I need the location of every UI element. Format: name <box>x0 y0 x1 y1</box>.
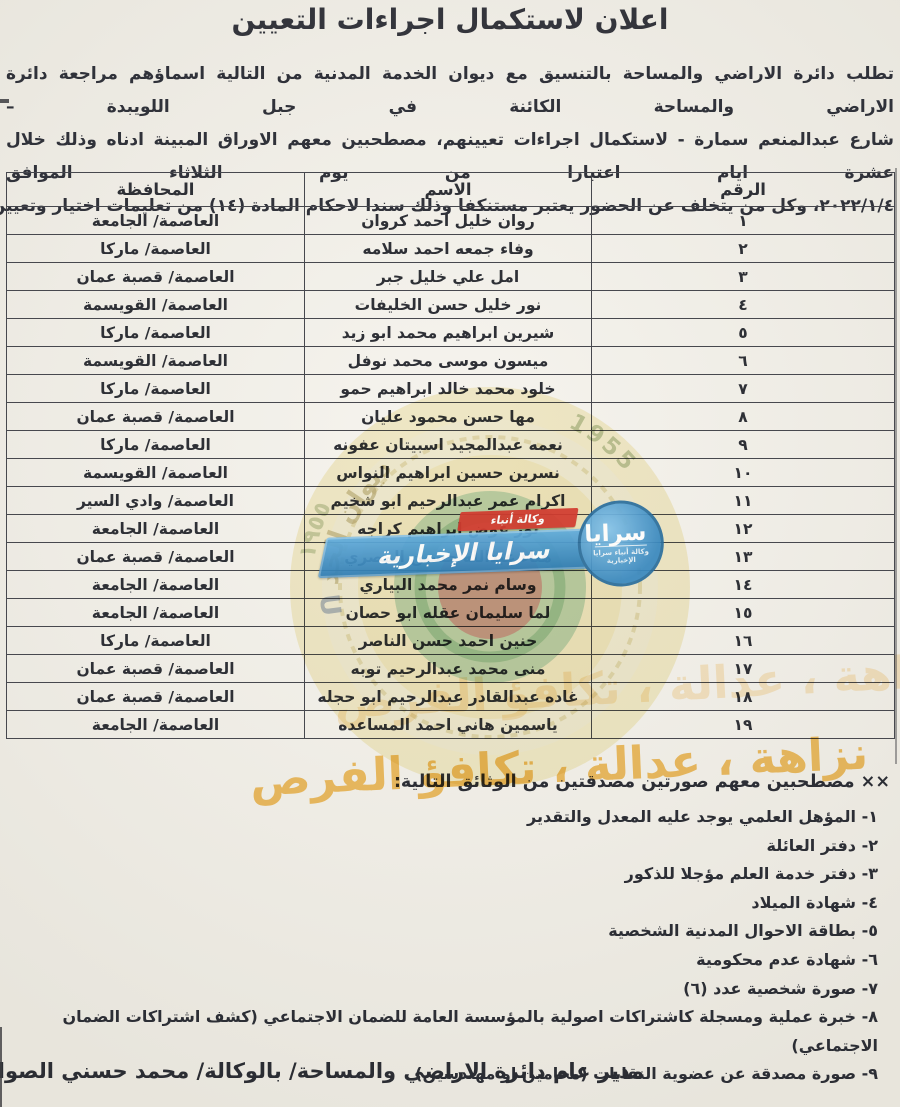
row-number: ١٧ <box>591 654 895 683</box>
header-governorate: المحافظة <box>6 172 305 207</box>
row-name: اكرام عمر عبدالرحيم ابو شخيم <box>304 486 592 515</box>
table-row: ٣ امل علي خليل جبر العاصمة/ قصبة عمان <box>6 262 895 291</box>
table-row: ١٢ نور عوض ابراهيم كراجه العاصمة/ الجامع… <box>6 514 895 543</box>
row-name: غاده عبدالقادر عبدالرحيم ابو حجله <box>304 682 592 711</box>
document-item: ٧- صورة شخصية عدد (٦) <box>683 978 878 998</box>
row-governorate: العاصمة/ ماركا <box>6 318 305 347</box>
table-row: ١٨ غاده عبدالقادر عبدالرحيم ابو حجله الع… <box>6 682 895 711</box>
row-name: منى محمد عبدالرحيم توبه <box>304 654 592 683</box>
row-number: ٧ <box>591 374 895 403</box>
row-number: ١ <box>591 206 895 235</box>
row-number: ٨ <box>591 402 895 431</box>
table-row: ٤ نور خليل حسن الخليفات العاصمة/ القويسم… <box>6 290 895 319</box>
row-name: حنين احمد حسن الناصر <box>304 626 592 655</box>
row-number: ٢ <box>591 234 895 263</box>
documents-list: ١- المؤهل العلمي يوجد عليه المعدل والتقد… <box>8 803 878 1089</box>
row-number: ١٤ <box>591 570 895 599</box>
row-name: امل علي خليل جبر <box>304 262 592 291</box>
row-number: ٤ <box>591 290 895 319</box>
row-governorate: العاصمة/ قصبة عمان <box>6 262 305 291</box>
row-governorate: العاصمة/ الجامعة <box>6 514 305 543</box>
document-item: ٩- صورة مصدقة عن عضوية النقابات (محامين … <box>415 1064 878 1084</box>
table-row: ١٦ حنين احمد حسن الناصر العاصمة/ ماركا <box>6 626 895 655</box>
table-row: ١٤ وسام نمر محمد البياري العاصمة/ الجامع… <box>6 570 895 599</box>
table-body: ١ روان خليل احمد كروان العاصمة/ الجامعة … <box>6 206 895 739</box>
document-item: ٣- دفتر خدمة العلم مؤجلا للذكور <box>624 864 878 884</box>
row-governorate: العاصمة/ ماركا <box>6 374 305 403</box>
table-row: ٧ خلود محمد خالد ابراهيم حمو العاصمة/ ما… <box>6 374 895 403</box>
row-governorate: العاصمة/ ماركا <box>6 626 305 655</box>
table-row: ٨ مها حسن محمود عليان العاصمة/ قصبة عمان <box>6 402 895 431</box>
table-row: ١ روان خليل احمد كروان العاصمة/ الجامعة <box>6 206 895 235</box>
applicants-table: الرقم الاسم المحافظة ١ روان خليل احمد كر… <box>6 172 895 739</box>
row-number: ١٣ <box>591 542 895 571</box>
row-number: ١٦ <box>591 626 895 655</box>
row-number: ١٠ <box>591 458 895 487</box>
row-number: ١١ <box>591 486 895 515</box>
row-name: لما سليمان عقله ابو حصان <box>304 598 592 627</box>
row-name: وسام نمر محمد البياري <box>304 570 592 599</box>
table-row: ١٠ نسرين حسين ابراهيم النواس العاصمة/ ال… <box>6 458 895 487</box>
signature-line: مدير عام دائرة الاراضي والمساحة/ بالوكال… <box>0 1059 644 1083</box>
row-governorate: العاصمة/ قصبة عمان <box>6 402 305 431</box>
scan-artifact-right-edge <box>895 168 897 764</box>
row-name: نور خليل حسن الخليفات <box>304 290 592 319</box>
row-governorate: العاصمة/ قصبة عمان <box>6 542 305 571</box>
row-name: وفاء جمعه احمد سلامه <box>304 234 592 263</box>
intro-line-1: تطلب دائرة الاراضي والمساحة بالتنسيق مع … <box>6 64 894 117</box>
row-name: مها حسن محمود عليان <box>304 402 592 431</box>
table-header-row: الرقم الاسم المحافظة <box>6 172 895 207</box>
row-governorate: العاصمة/ ماركا <box>6 430 305 459</box>
row-number: ١٥ <box>591 598 895 627</box>
row-name: روان خليل احمد كروان <box>304 206 592 235</box>
table-row: ١١ اكرام عمر عبدالرحيم ابو شخيم العاصمة/… <box>6 486 895 515</box>
row-governorate: العاصمة/ الجامعة <box>6 598 305 627</box>
table-row: ١٧ منى محمد عبدالرحيم توبه العاصمة/ قصبة… <box>6 654 895 683</box>
table-row: ١٩ ياسمين هاني احمد المساعده العاصمة/ ال… <box>6 710 895 739</box>
document-item: ٥- بطاقة الاحوال المدنية الشخصية <box>608 921 878 941</box>
row-governorate: العاصمة/ الجامعة <box>6 206 305 235</box>
row-number: ٩ <box>591 430 895 459</box>
row-name: نسرين حسين ابراهيم النواس <box>304 458 592 487</box>
document-item: ٤- شهادة الميلاد <box>751 892 878 912</box>
table-row: ٢ وفاء جمعه احمد سلامه العاصمة/ ماركا <box>6 234 895 263</box>
row-governorate: العاصمة/ قصبة عمان <box>6 654 305 683</box>
row-governorate: العاصمة/ القويسمة <box>6 458 305 487</box>
row-name: هناء عبدالله حسين المصري <box>304 542 592 571</box>
row-governorate: العاصمة/ ماركا <box>6 234 305 263</box>
row-governorate: العاصمة/ القويسمة <box>6 290 305 319</box>
row-name: شيرين ابراهيم محمد ابو زيد <box>304 318 592 347</box>
table-row: ٥ شيرين ابراهيم محمد ابو زيد العاصمة/ ما… <box>6 318 895 347</box>
row-name: ياسمين هاني احمد المساعده <box>304 710 592 739</box>
row-name: نور عوض ابراهيم كراجه <box>304 514 592 543</box>
table-row: ٦ ميسون موسى محمد نوفل العاصمة/ القويسمة <box>6 346 895 375</box>
row-number: ٦ <box>591 346 895 375</box>
row-governorate: العاصمة/ القويسمة <box>6 346 305 375</box>
row-name: ميسون موسى محمد نوفل <box>304 346 592 375</box>
header-number: الرقم <box>591 172 895 207</box>
row-number: ٥ <box>591 318 895 347</box>
row-number: ١٩ <box>591 710 895 739</box>
document-item: ١- المؤهل العلمي يوجد عليه المعدل والتقد… <box>527 807 878 826</box>
document-item: ٢- دفتر العائلة <box>766 835 879 855</box>
row-governorate: العاصمة/ وادي السير <box>6 486 305 515</box>
row-name: خلود محمد خالد ابراهيم حمو <box>304 374 592 403</box>
document-item: ٦- شهادة عدم محكومية <box>696 949 878 969</box>
document-item: ٨- خبرة عملية ومسجلة كاشتراكات اصولية با… <box>62 1007 878 1055</box>
page-title: اعلان لاستكمال اجراءات التعيين <box>231 3 669 36</box>
row-name: نعمه عبدالمجيد اسبيتان عفونه <box>304 430 592 459</box>
row-governorate: العاصمة/ قصبة عمان <box>6 682 305 711</box>
row-governorate: العاصمة/ الجامعة <box>6 570 305 599</box>
header-name: الاسم <box>304 172 592 207</box>
row-number: ١٨ <box>591 682 895 711</box>
table-row: ١٣ هناء عبدالله حسين المصري العاصمة/ قصب… <box>6 542 895 571</box>
documents-note-heading: ×× مصطحبين معهم صورتين مصدقتين من الوثائ… <box>393 772 890 792</box>
row-number: ٣ <box>591 262 895 291</box>
table-row: ١٥ لما سليمان عقله ابو حصان العاصمة/ الج… <box>6 598 895 627</box>
table-row: ٩ نعمه عبدالمجيد اسبيتان عفونه العاصمة/ … <box>6 430 895 459</box>
row-number: ١٢ <box>591 514 895 543</box>
row-governorate: العاصمة/ الجامعة <box>6 710 305 739</box>
